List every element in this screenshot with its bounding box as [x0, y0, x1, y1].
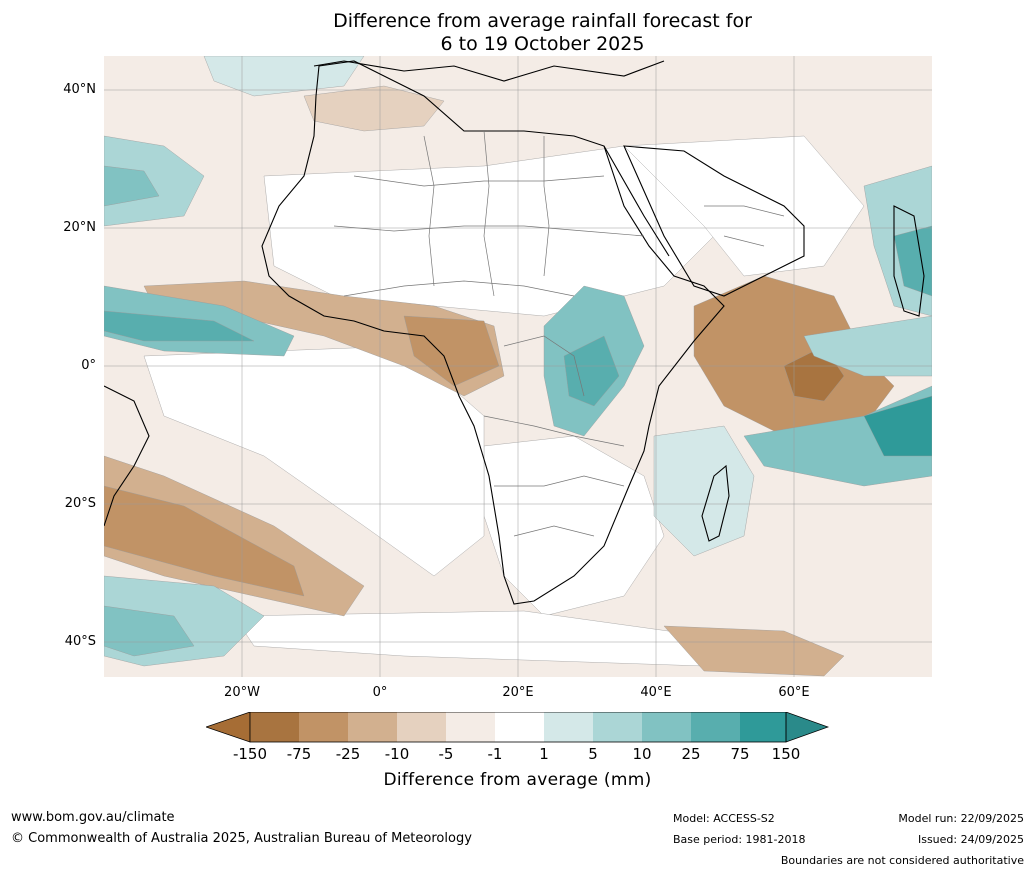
gridlines [104, 56, 932, 677]
lat-label-20s: 20°S [64, 496, 96, 511]
colorbar-bin-8 [593, 712, 642, 742]
rainfall-map [104, 56, 932, 677]
wet-south-indian-east [803, 315, 932, 377]
footer-copyright: © Commonwealth of Australia 2025, Austra… [11, 831, 472, 846]
cbar-tick-2: -75 [286, 745, 312, 763]
lat-label-40s: 40°S [64, 634, 96, 649]
colorbar [206, 712, 830, 743]
colorbar-title: Difference from average (mm) [383, 770, 652, 790]
cbar-tick-7: 1 [539, 745, 549, 763]
wet-north-atlantic [104, 135, 205, 227]
dry-west-africa-core [403, 315, 500, 387]
wet-tropical-atlantic-core [104, 310, 255, 342]
africa-coastline [261, 60, 725, 605]
wet-mediterranean-west [203, 56, 365, 97]
colorbar-bin-4 [397, 712, 446, 742]
lat-label-0: 0° [81, 358, 96, 373]
title-line-1: Difference from average rainfall forecas… [333, 10, 752, 32]
footer-model: Model: ACCESS-S2 [673, 812, 775, 825]
wet-east-africa-core [563, 335, 620, 407]
cbar-tick-5: -5 [438, 745, 454, 763]
wet-southern-ocean-core [104, 605, 195, 657]
south-america-coastline [104, 385, 150, 527]
dry-south-indian [663, 625, 845, 677]
lat-label-20n: 20°N [63, 220, 96, 235]
colorbar-bin-10 [691, 712, 740, 742]
colorbar-bin-2 [299, 712, 348, 742]
country-borders [333, 130, 785, 537]
footer-issued: Issued: 24/09/2025 [917, 833, 1024, 846]
colorbar-bin-3 [348, 712, 397, 742]
colorbar-bin-1 [250, 712, 299, 742]
dry-mediterranean [303, 85, 445, 132]
cbar-tick-1: -150 [232, 745, 268, 763]
wet-madagascar-region [653, 425, 755, 557]
map-svg [104, 56, 932, 677]
colorbar-bin-7 [544, 712, 593, 742]
madagascar-coastline [701, 464, 730, 542]
map-title: Difference from average rainfall forecas… [0, 10, 1035, 56]
lat-label-40n: 40°N [63, 82, 96, 97]
dry-south-atlantic-core [104, 485, 305, 597]
lon-label-20w: 20°W [224, 685, 260, 700]
title-line-2: 6 to 19 October 2025 [440, 33, 645, 55]
wet-north-atlantic-core [104, 165, 160, 207]
colorbar-bin-5 [446, 712, 495, 742]
footer-disclaimer: Boundaries are not considered authoritat… [780, 854, 1024, 867]
colorbar-extend-high [785, 712, 830, 743]
cbar-tick-8: 5 [588, 745, 598, 763]
lon-label-60e: 60°E [778, 685, 810, 700]
colorbar-bin-9 [642, 712, 691, 742]
footer-url[interactable]: www.bom.gov.au/climate [11, 810, 175, 825]
neutral-sahara [263, 145, 725, 317]
india-coastline [893, 205, 925, 317]
red-sea-coastline [603, 145, 670, 257]
coastlines [104, 60, 925, 605]
footer-model-run: Model run: 22/09/2025 [898, 812, 1024, 825]
colorbar-frame [249, 712, 787, 743]
footer-base-period: Base period: 1981-2018 [673, 833, 806, 846]
cbar-tick-4: -10 [384, 745, 410, 763]
cbar-tick-9: 10 [632, 745, 652, 763]
arabia-coastline [623, 145, 805, 297]
lon-label-20e: 20°E [502, 685, 534, 700]
cbar-tick-10: 25 [681, 745, 701, 763]
cbar-tick-6: -1 [487, 745, 503, 763]
cbar-tick-12: 150 [771, 745, 801, 763]
europe-coastline [313, 60, 665, 82]
wet-indian-ocean-core [863, 395, 932, 457]
colorbar-bin-11 [740, 712, 786, 742]
cbar-tick-11: 75 [730, 745, 750, 763]
colorbar-extend-low [206, 712, 251, 743]
neutral-southern-africa [483, 435, 665, 617]
lon-label-40e: 40°E [640, 685, 672, 700]
colorbar-bin-6 [495, 712, 544, 742]
cbar-tick-3: -25 [335, 745, 361, 763]
lon-label-0: 0° [372, 685, 388, 700]
wet-bay-of-bengal-core [893, 225, 932, 297]
